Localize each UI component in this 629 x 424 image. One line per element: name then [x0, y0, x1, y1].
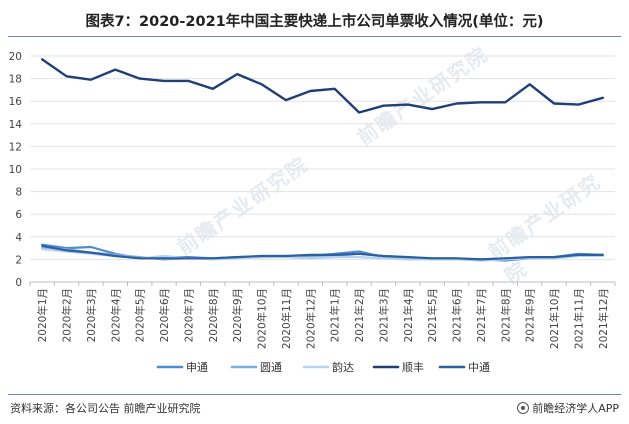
brand: 前瞻经济学人APP: [517, 400, 619, 416]
grid: [30, 55, 615, 283]
x-tick-label: 2021年11月: [572, 288, 585, 349]
y-tick-label: 0: [15, 277, 22, 289]
source-note: 资料来源：各公司公告 前瞻产业研究院: [10, 402, 201, 415]
brand-label: 前瞻经济学人APP: [532, 402, 619, 415]
y-tick-label: 14: [9, 119, 23, 131]
series-line-4: [41, 58, 604, 114]
x-tick-label: 2020年11月: [280, 288, 293, 349]
x-tick-label: 2020年8月: [207, 288, 220, 342]
x-tick-label: 2020年7月: [182, 288, 195, 342]
bottom-rule: [8, 394, 621, 395]
brand-logo-icon: [517, 402, 530, 414]
x-tick-label: 2021年4月: [402, 288, 415, 342]
x-tick-label: 2021年3月: [377, 288, 390, 342]
x-tick-label: 2020年6月: [158, 288, 171, 342]
x-tick-label: 2020年9月: [231, 288, 244, 342]
y-tick-label: 12: [9, 141, 22, 153]
top-rule: [8, 36, 621, 37]
x-tick-label: 2020年3月: [85, 288, 98, 342]
y-tick-label: 16: [9, 96, 23, 108]
legend-label: 申通: [186, 361, 208, 374]
x-axis: 2020年1月 2020年2月 2020年3月 2020年4月 2020年5月 2020年…: [29, 282, 616, 349]
x-tick-label: 2021年10月: [548, 288, 561, 349]
legend: 申通 圆通 韵达 顺丰 中通: [156, 360, 490, 374]
series-line-5: [41, 244, 604, 261]
x-tick-label: 2020年4月: [109, 288, 122, 342]
y-tick-label: 6: [15, 209, 22, 221]
x-tick-label: 2021年7月: [475, 288, 488, 342]
legend-label: 圆通: [260, 361, 282, 374]
x-tick-label: 2020年12月: [304, 288, 317, 349]
x-tick-label: 2021年5月: [426, 288, 439, 342]
legend-label: 中通: [468, 361, 490, 374]
x-tick-label: 2021年12月: [597, 288, 610, 349]
x-tick-label: 2020年5月: [134, 288, 147, 342]
x-tick-label: 2020年10月: [256, 288, 269, 349]
x-tick-label: 2021年2月: [353, 288, 366, 342]
y-tick-label: 8: [15, 187, 22, 199]
y-axis: 0 2 4 6 8 10 12 14 16 18 20: [9, 51, 23, 289]
chart-title: 图表7：2020-2021年中国主要快递上市公司单票收入情况(单位：元): [85, 14, 544, 30]
y-tick-label: 2: [15, 254, 22, 266]
legend-label: 顺丰: [402, 361, 424, 374]
y-tick-label: 20: [9, 51, 22, 63]
y-tick-label: 18: [9, 74, 22, 86]
x-tick-label: 2020年2月: [61, 288, 74, 342]
x-tick-label: 2021年1月: [329, 288, 342, 342]
x-tick-label: 2021年6月: [451, 288, 464, 342]
series-lines: [41, 58, 604, 262]
x-tick-label: 2020年1月: [36, 288, 49, 342]
y-tick-label: 4: [15, 232, 22, 244]
x-tick-label: 2021年8月: [499, 288, 512, 342]
x-tick-label: 2021年9月: [524, 288, 537, 342]
y-tick-label: 10: [9, 164, 22, 176]
legend-label: 韵达: [332, 360, 354, 374]
